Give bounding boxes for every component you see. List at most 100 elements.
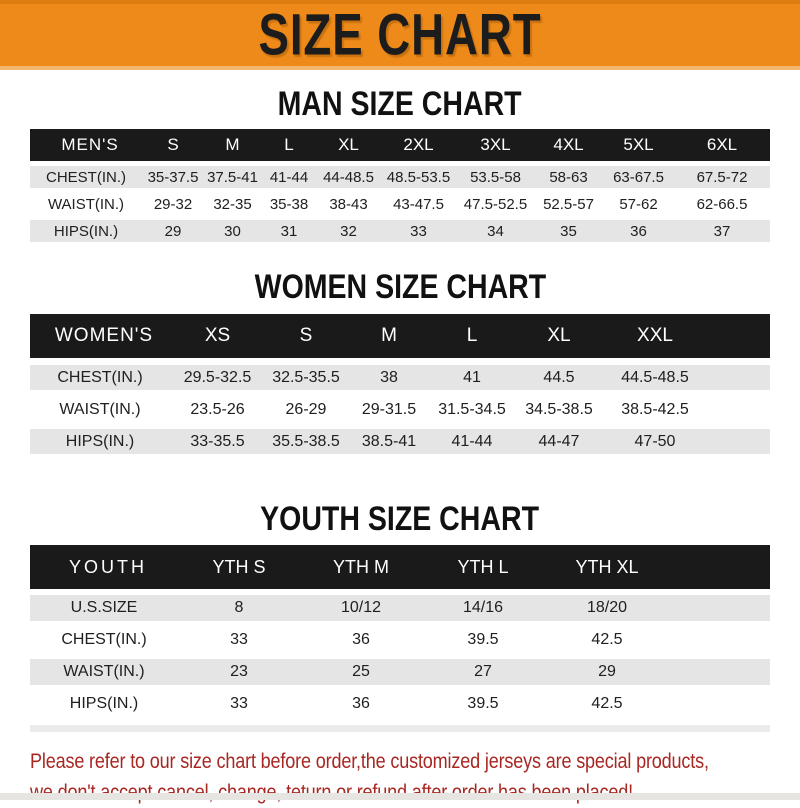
size-value-cell: 34 [457,220,534,242]
row-label-cell: CHEST(IN.) [30,166,142,188]
size-value-cell: 25 [300,659,422,685]
column-header-cell: XL [317,129,380,161]
women-size-chart-title-text: WOMEN SIZE CHART [254,266,546,307]
size-value-cell: 33 [380,220,457,242]
size-value-cell: 33 [178,627,300,653]
column-header-cell: YTH S [178,545,300,589]
column-header-cell: YTH L [422,545,544,589]
column-header-cell: 5XL [603,129,674,161]
womens-waist-row: WAIST(IN.) 23.5-26 26-29 29-31.5 31.5-34… [30,397,770,422]
size-value-cell: 35.5-38.5 [265,429,347,454]
youth-hips-row: HIPS(IN.) 33 36 39.5 42.5 [30,691,770,717]
size-value-cell: 42.5 [544,627,670,653]
size-value-cell: 41-44 [261,166,317,188]
youth-chest-row: CHEST(IN.) 33 36 39.5 42.5 [30,627,770,653]
size-value-cell: 34.5-38.5 [513,397,605,422]
size-value-cell: 39.5 [422,627,544,653]
size-value-cell: 37.5-41 [204,166,261,188]
youth-size-chart-title-text: YOUTH SIZE CHART [260,498,540,539]
size-value-cell: 35-37.5 [142,166,204,188]
disclaimer-line-1: Please refer to our size chart before or… [30,749,709,773]
womens-table-label: WOMEN'S [30,314,170,358]
mens-table-label: MEN'S [30,129,142,161]
size-value-cell: 31 [261,220,317,242]
man-size-chart-title-text: MAN SIZE CHART [277,83,523,124]
size-value-cell: 44.5-48.5 [605,365,705,390]
row-label-cell: CHEST(IN.) [30,627,178,653]
filler-cell [705,429,770,454]
size-chart-banner-title: SIZE CHART [258,2,542,68]
size-value-cell: 32-35 [204,193,261,215]
size-value-cell: 44-47 [513,429,605,454]
size-value-cell: 29-31.5 [347,397,431,422]
filler-cell [670,659,770,685]
filler-cell [705,365,770,390]
man-size-chart-title: MAN SIZE CHART [0,83,800,124]
column-header-cell: 3XL [457,129,534,161]
size-value-cell: 38 [347,365,431,390]
filler-cell [705,397,770,422]
size-value-cell: 41 [431,365,513,390]
page-bottom-strip [0,793,800,800]
column-header-cell: M [204,129,261,161]
mens-waist-row: WAIST(IN.) 29-32 32-35 35-38 38-43 43-47… [30,193,770,215]
column-header-cell: S [142,129,204,161]
mens-header-row: MEN'S S M L XL 2XL 3XL 4XL 5XL 6XL [30,129,770,161]
womens-chest-row: CHEST(IN.) 29.5-32.5 32.5-35.5 38 41 44.… [30,365,770,390]
filler-cell [670,545,770,589]
youth-table-label: YOUTH [30,545,178,589]
column-header-cell: XS [170,314,265,358]
size-value-cell: 41-44 [431,429,513,454]
column-header-cell: 4XL [534,129,603,161]
size-value-cell: 8 [178,595,300,621]
size-value-cell: 36 [300,691,422,717]
size-value-cell: 58-63 [534,166,603,188]
size-value-cell: 35 [534,220,603,242]
youth-us-size-row: U.S.SIZE 8 10/12 14/16 18/20 [30,595,770,621]
column-header-cell: XXL [605,314,705,358]
row-label-cell: WAIST(IN.) [30,659,178,685]
size-value-cell: 32 [317,220,380,242]
size-value-cell: 26-29 [265,397,347,422]
size-value-cell: 29 [544,659,670,685]
size-value-cell: 36 [603,220,674,242]
size-value-cell: 37 [674,220,770,242]
size-chart-banner: SIZE CHART [0,0,800,70]
youth-header-row: YOUTH YTH S YTH M YTH L YTH XL [30,545,770,589]
womens-header-row: WOMEN'S XS S M L XL XXL [30,314,770,358]
size-value-cell: 23.5-26 [170,397,265,422]
women-size-chart-title: WOMEN SIZE CHART [0,266,800,307]
size-value-cell: 47.5-52.5 [457,193,534,215]
mens-chest-row: CHEST(IN.) 35-37.5 37.5-41 41-44 44-48.5… [30,166,770,188]
youth-size-chart-title: YOUTH SIZE CHART [0,498,800,539]
column-header-cell: M [347,314,431,358]
filler-cell [705,314,770,358]
row-label-cell: CHEST(IN.) [30,365,170,390]
size-value-cell: 23 [178,659,300,685]
column-header-cell: L [431,314,513,358]
size-value-cell: 62-66.5 [674,193,770,215]
column-header-cell: 2XL [380,129,457,161]
row-label-cell: HIPS(IN.) [30,220,142,242]
size-value-cell: 29.5-32.5 [170,365,265,390]
filler-cell [670,595,770,621]
size-value-cell: 33 [178,691,300,717]
size-value-cell: 48.5-53.5 [380,166,457,188]
column-header-cell: 6XL [674,129,770,161]
column-header-cell: S [265,314,347,358]
size-value-cell: 31.5-34.5 [431,397,513,422]
row-label-cell: HIPS(IN.) [30,429,170,454]
size-value-cell: 38.5-41 [347,429,431,454]
youth-waist-row: WAIST(IN.) 23 25 27 29 [30,659,770,685]
disclaimer-text: Please refer to our size chart before or… [30,746,800,808]
row-label-cell: U.S.SIZE [30,595,178,621]
size-value-cell: 47-50 [605,429,705,454]
size-value-cell: 43-47.5 [380,193,457,215]
size-value-cell: 39.5 [422,691,544,717]
size-value-cell: 67.5-72 [674,166,770,188]
womens-hips-row: HIPS(IN.) 33-35.5 35.5-38.5 38.5-41 41-4… [30,429,770,454]
size-value-cell: 33-35.5 [170,429,265,454]
size-value-cell: 44-48.5 [317,166,380,188]
size-value-cell: 35-38 [261,193,317,215]
size-value-cell: 14/16 [422,595,544,621]
